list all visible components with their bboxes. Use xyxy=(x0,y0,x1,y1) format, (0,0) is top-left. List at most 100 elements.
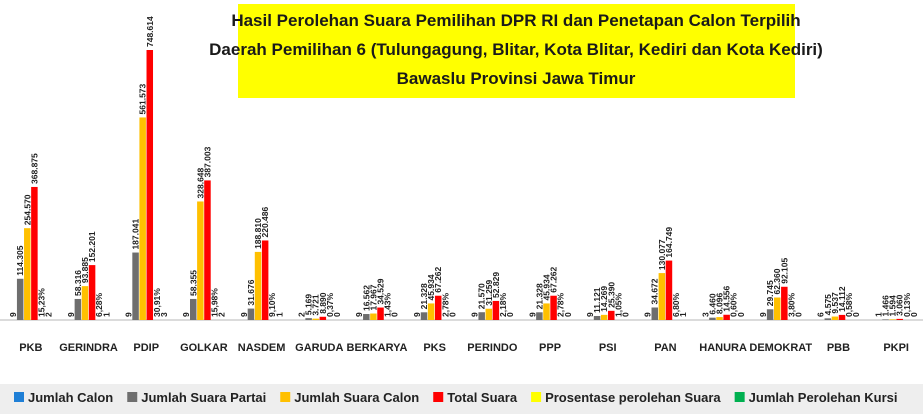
data-label: 34.672 xyxy=(650,278,660,304)
x-tick-label: GERINDRA xyxy=(59,342,118,354)
bar xyxy=(147,50,154,320)
bar xyxy=(197,201,204,320)
data-label: 67.262 xyxy=(549,266,559,292)
x-tick-label: BERKARYA xyxy=(347,342,408,354)
bar xyxy=(594,316,601,320)
data-label: 1 xyxy=(678,312,688,317)
data-label: 9 xyxy=(123,312,133,317)
data-label: 31.676 xyxy=(246,279,256,305)
data-label: 1 xyxy=(101,312,111,317)
data-label: 220.486 xyxy=(260,206,270,237)
x-tick-label: PKS xyxy=(423,342,446,354)
data-label: 0 xyxy=(505,312,515,317)
bar xyxy=(709,318,716,320)
bar xyxy=(305,318,312,320)
data-label: 152.201 xyxy=(87,231,97,262)
bar xyxy=(255,252,262,320)
bar xyxy=(421,312,428,320)
data-label: 0 xyxy=(563,312,573,317)
data-label: 0 xyxy=(794,312,804,317)
bar xyxy=(248,309,255,320)
bar xyxy=(478,312,485,320)
bar xyxy=(428,303,435,320)
bar xyxy=(190,299,197,320)
data-label: 2 xyxy=(44,312,54,317)
data-label: 187.041 xyxy=(131,219,141,250)
x-tick-label: PPP xyxy=(539,342,561,354)
bar xyxy=(716,317,723,320)
legend-swatch xyxy=(280,392,290,402)
bar xyxy=(82,286,89,320)
x-tick-label: GOLKAR xyxy=(180,342,228,354)
x-tick-label: HANURA xyxy=(699,342,747,354)
data-label: 67.262 xyxy=(433,266,443,292)
x-tick-label: PDIP xyxy=(133,342,159,354)
data-label: 0 xyxy=(909,312,919,317)
data-label: 58.355 xyxy=(188,270,198,296)
data-label: 9 xyxy=(239,312,249,317)
data-label: 9 xyxy=(758,312,768,317)
data-label: 3 xyxy=(159,312,169,317)
legend-swatch xyxy=(433,392,443,402)
bar xyxy=(312,319,319,320)
data-label: 164.749 xyxy=(664,227,674,258)
x-tick-label: PBB xyxy=(827,342,850,354)
chart-title: Hasil Perolehan Suara Pemilihan DPR RI d… xyxy=(231,11,800,30)
data-label: 0 xyxy=(390,312,400,317)
bar xyxy=(896,319,903,320)
legend-label: Jumlah Suara Calon xyxy=(294,390,419,405)
data-label: 254.570 xyxy=(22,194,32,225)
x-tick-label: GARUDA xyxy=(295,342,343,354)
x-tick-label: PAN xyxy=(654,342,676,354)
bar xyxy=(139,117,146,320)
legend-swatch xyxy=(127,392,137,402)
x-tick-label: DEMOKRAT xyxy=(749,342,812,354)
data-label: 9 xyxy=(66,312,76,317)
bar xyxy=(363,314,370,320)
bar xyxy=(486,309,493,320)
chart-title: Bawaslu Provinsi Jawa Timur xyxy=(397,69,636,88)
data-label: 92.105 xyxy=(779,258,789,284)
data-label: 114.305 xyxy=(15,245,25,276)
data-label: 9 xyxy=(643,312,653,317)
data-label: 0 xyxy=(620,312,630,317)
legend-label: Jumlah Calon xyxy=(28,390,113,405)
bar xyxy=(601,315,608,320)
x-tick-label: PKB xyxy=(19,342,42,354)
x-tick-label: NASDEM xyxy=(238,342,286,354)
data-label: 9 xyxy=(412,312,422,317)
chart-title: Daerah Pemilihan 6 (Tulungagung, Blitar,… xyxy=(209,40,823,59)
data-label: 0 xyxy=(736,312,746,317)
bar xyxy=(774,298,781,320)
data-label: 9 xyxy=(354,312,364,317)
x-tick-label: PKPI xyxy=(883,342,909,354)
data-label: 0 xyxy=(332,312,342,317)
bar xyxy=(889,319,896,320)
data-label: 2 xyxy=(217,312,227,317)
bar xyxy=(536,312,543,320)
legend-label: Jumlah Perolehan Kursi xyxy=(749,390,898,405)
x-tick-label: PERINDO xyxy=(467,342,518,354)
data-label: 9 xyxy=(470,312,480,317)
data-label: 368.875 xyxy=(29,153,39,184)
data-label: 748.614 xyxy=(145,16,155,47)
legend-label: Total Suara xyxy=(447,390,518,405)
bar xyxy=(24,228,31,320)
bar xyxy=(132,253,139,320)
data-label: 9 xyxy=(8,312,18,317)
data-label: 9 xyxy=(527,312,537,317)
bar xyxy=(882,319,889,320)
data-label: 561.573 xyxy=(138,83,148,114)
data-label: 0 xyxy=(447,312,457,317)
bar xyxy=(75,299,82,320)
data-label: 387.003 xyxy=(202,146,212,177)
legend-swatch xyxy=(735,392,745,402)
bar xyxy=(832,317,839,320)
legend-label: Prosentase perolehan Suara xyxy=(545,390,721,405)
legend-swatch xyxy=(14,392,24,402)
legend-swatch xyxy=(531,392,541,402)
x-tick-label: PSI xyxy=(599,342,617,354)
bar xyxy=(659,273,666,320)
bar xyxy=(370,314,377,320)
